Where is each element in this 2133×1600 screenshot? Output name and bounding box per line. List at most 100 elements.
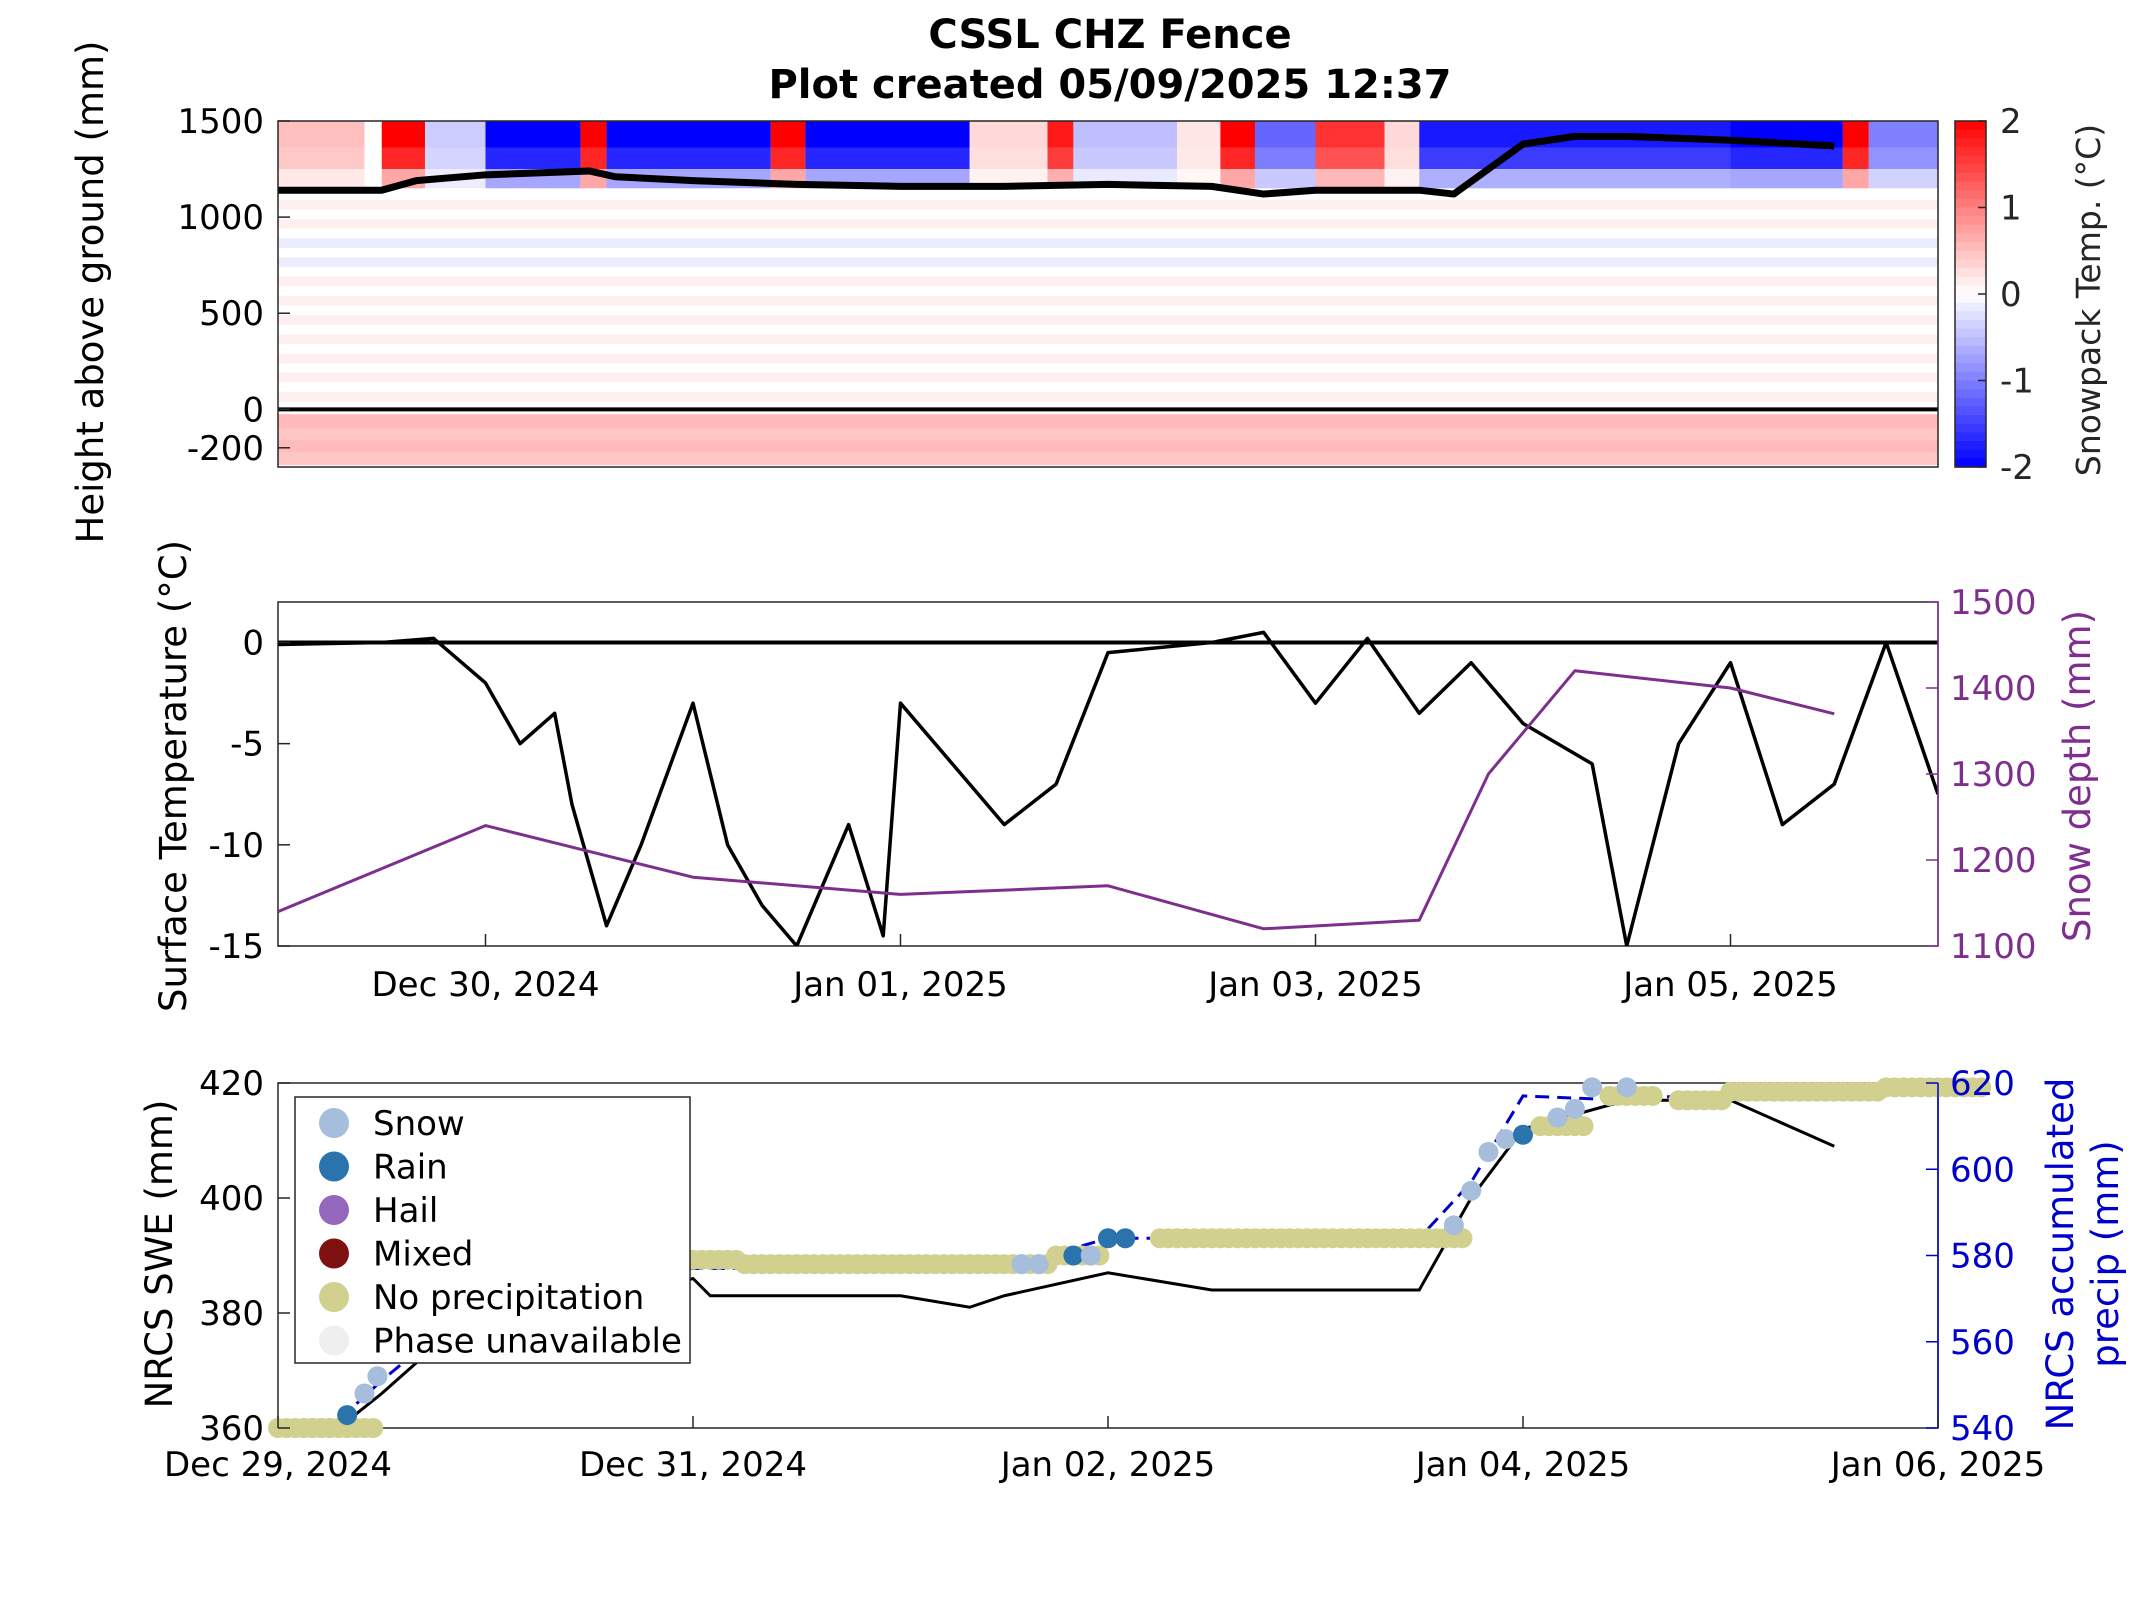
legend-box bbox=[294, 1096, 691, 1364]
heatmap-cell bbox=[381, 147, 425, 170]
colorbar-cell bbox=[1955, 449, 1986, 459]
colorbar-tick-label: 0 bbox=[2000, 275, 2022, 315]
phase-point bbox=[1478, 1142, 1499, 1162]
snowpack-colorbar: 2 1 0 -1 -2 bbox=[1954, 102, 2034, 488]
swe-axis-label: NRCS SWE (mm) bbox=[138, 1100, 181, 1409]
colorbar-cell bbox=[1955, 432, 1986, 442]
heatmap-cell bbox=[580, 121, 607, 148]
heatmap-cell bbox=[278, 450, 1938, 466]
heatmap-cell bbox=[278, 199, 1938, 210]
legend-marker bbox=[319, 1108, 349, 1138]
surface-ytick-label: -5 bbox=[230, 725, 264, 765]
phase-point bbox=[1495, 1129, 1516, 1150]
heatmap-cell bbox=[278, 414, 1938, 429]
heatmap-ytick-label: 1500 bbox=[177, 102, 264, 142]
heatmap-ytick-label: -200 bbox=[187, 429, 264, 469]
heatmap-cell bbox=[1868, 169, 1938, 189]
heatmap-cell bbox=[606, 121, 771, 148]
surface-temperature-line bbox=[278, 630, 1938, 946]
colorbar-cell bbox=[1955, 155, 1986, 165]
heatmap-cell bbox=[278, 295, 1938, 306]
colorbar-tick-label: -2 bbox=[2000, 448, 2034, 488]
snow-depth-ytick-label: 1400 bbox=[1950, 669, 2037, 709]
heatmap-cell bbox=[1047, 147, 1074, 170]
legend-entry-label: Snow bbox=[373, 1104, 465, 1144]
colorbar-cell bbox=[1955, 337, 1986, 347]
surface-temperature-panel: 0 -5 -10 -15 1500 1400 1300 1200 1100 Dec 30, 202… bbox=[208, 583, 2036, 1005]
swe-ytick-label: 380 bbox=[199, 1294, 264, 1334]
heatmap-cell bbox=[1073, 147, 1178, 170]
colorbar-cell bbox=[1955, 259, 1986, 269]
nrcs-xtick-label: Jan 02, 2025 bbox=[999, 1445, 1216, 1485]
heatmap-cell bbox=[278, 121, 365, 148]
colorbar-cell bbox=[1955, 441, 1986, 451]
heatmap-cell bbox=[1842, 147, 1869, 170]
heatmap-cell bbox=[1384, 121, 1420, 148]
colorbar-cell bbox=[1955, 250, 1986, 260]
surface-plot-frame bbox=[277, 601, 1939, 947]
precip-ytick-label: 600 bbox=[1950, 1150, 2015, 1190]
colorbar-cell bbox=[1955, 224, 1986, 235]
heatmap-cell bbox=[1220, 121, 1255, 148]
heatmap-cell bbox=[1315, 121, 1385, 148]
heatmap-cell bbox=[1254, 147, 1316, 170]
legend-entry-label: Phase unavailable bbox=[373, 1322, 682, 1362]
colorbar-cell bbox=[1955, 172, 1986, 183]
figure-subtitle: Plot created 05/09/2025 12:37 bbox=[768, 62, 1451, 108]
colorbar-cell bbox=[1955, 294, 1986, 304]
phase-point bbox=[367, 1366, 388, 1387]
figure-title: CSSL CHZ Fence bbox=[928, 12, 1291, 58]
precip-ytick-label: 620 bbox=[1950, 1064, 2015, 1104]
colorbar-cell bbox=[1955, 121, 1986, 131]
nrcs-xtick-label: Jan 06, 2025 bbox=[1829, 1445, 2046, 1485]
surface-xtick-label: Dec 30, 2024 bbox=[371, 965, 599, 1005]
phase-point bbox=[1971, 1077, 1992, 1098]
legend-entry-label: No precipitation bbox=[373, 1278, 644, 1318]
colorbar-cell bbox=[1955, 198, 1986, 209]
nrcs-xtick-label: Dec 31, 2024 bbox=[579, 1445, 807, 1485]
heatmap-frame bbox=[277, 120, 1939, 468]
colorbar-cell bbox=[1955, 397, 1986, 408]
heatmap-cell bbox=[278, 147, 365, 170]
heatmap-cell bbox=[485, 121, 581, 148]
precip-axis-label-line2: precip (mm) bbox=[2084, 1140, 2127, 1367]
heatmap-cell bbox=[1384, 147, 1420, 170]
colorbar-cell bbox=[1955, 268, 1986, 278]
colorbar-cell bbox=[1955, 354, 1986, 364]
colorbar-tick-label: 2 bbox=[2000, 102, 2022, 142]
surface-ytick-label: 0 bbox=[242, 623, 264, 663]
phase-point bbox=[1011, 1254, 1032, 1275]
snow-depth-ytick-label: 1100 bbox=[1950, 927, 2037, 967]
phase-point bbox=[1513, 1124, 1533, 1145]
heatmap-cell bbox=[580, 147, 607, 170]
colorbar-cell bbox=[1955, 406, 1986, 416]
legend-marker bbox=[319, 1151, 349, 1182]
heatmap-cell bbox=[278, 372, 1938, 383]
heatmap-cell bbox=[424, 121, 486, 148]
surface-xtick-label: Jan 03, 2025 bbox=[1206, 965, 1423, 1005]
colorbar-cell bbox=[1955, 302, 1986, 312]
heatmap-cell bbox=[278, 315, 1938, 325]
heatmap-ytick-label: 1000 bbox=[177, 198, 264, 238]
heatmap-cell bbox=[1842, 121, 1869, 148]
phase-point bbox=[1582, 1077, 1603, 1098]
colorbar-cell bbox=[1955, 319, 1986, 330]
colorbar-cell bbox=[1955, 181, 1986, 191]
colorbar-cell bbox=[1955, 164, 1986, 174]
snow-depth-ytick-label: 1200 bbox=[1950, 841, 2037, 881]
colorbar-tick-label: 1 bbox=[2000, 189, 2022, 229]
heatmap-ytick-label: 0 bbox=[242, 390, 264, 430]
precip-axis-label-line1: NRCS accumulated bbox=[2039, 1078, 2082, 1431]
heatmap-cell bbox=[278, 437, 1938, 452]
heatmap-cell bbox=[1047, 121, 1074, 148]
heatmap-cell bbox=[278, 238, 1938, 248]
surface-xtick-label: Jan 01, 2025 bbox=[791, 965, 1008, 1005]
phase-point bbox=[1573, 1116, 1594, 1137]
colorbar-cell bbox=[1955, 363, 1986, 373]
heatmap-cell bbox=[1315, 147, 1385, 170]
heatmap-cell bbox=[1730, 147, 1843, 170]
heatmap-cell bbox=[278, 334, 1938, 344]
heatmap-cell bbox=[1315, 169, 1385, 189]
